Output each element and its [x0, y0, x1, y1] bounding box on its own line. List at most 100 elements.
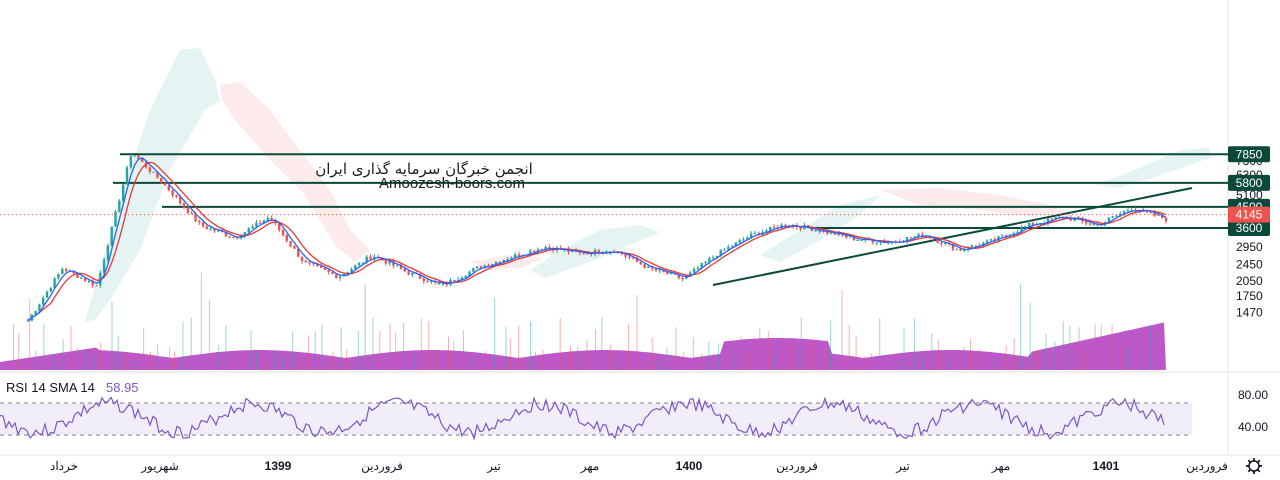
candle-body	[300, 256, 304, 262]
candle-body	[396, 265, 399, 267]
candle-body	[609, 251, 612, 253]
price-pane	[0, 0, 1228, 372]
candle-body	[784, 224, 787, 226]
candle-body	[102, 259, 106, 273]
candle-body	[76, 273, 79, 278]
candle-body	[418, 274, 422, 279]
last-price-label: 4145	[1236, 208, 1263, 222]
candle-body	[769, 226, 772, 231]
candle-body	[1027, 223, 1031, 227]
candle-body	[152, 171, 155, 173]
time-label: فروردین	[361, 459, 403, 473]
price-tick: 1750	[1236, 289, 1263, 303]
candle-body	[327, 269, 330, 272]
candle-body	[506, 259, 509, 261]
trendline	[712, 187, 1193, 286]
candle-body	[255, 222, 258, 227]
time-axis: خرداد شهریور 1399 فروردین تیر مهر 1400 فروردین ت…	[50, 459, 1228, 473]
candle-body	[308, 262, 311, 264]
rsi-pane: RSI 14 SMA 14 58.95 80.00 40.00	[0, 380, 1268, 441]
candle-body	[297, 248, 300, 257]
candle-body	[1050, 218, 1053, 220]
time-label: مهر	[580, 459, 600, 473]
candle-body	[1092, 224, 1095, 226]
candle-body	[403, 268, 406, 272]
candle-body	[190, 213, 193, 215]
candle-body	[224, 232, 228, 237]
candle-body	[1107, 217, 1111, 222]
candle-body	[514, 254, 517, 258]
candle-body	[1058, 216, 1061, 218]
candle-body	[742, 239, 745, 241]
candle-body	[118, 200, 121, 212]
candle-body	[285, 235, 288, 241]
candle-body	[871, 240, 875, 243]
time-label: 1400	[676, 459, 703, 473]
candle-body	[993, 239, 996, 241]
candle-body	[719, 249, 722, 257]
candle-body	[179, 196, 182, 204]
candle-body	[346, 272, 349, 274]
candle-body	[985, 240, 989, 243]
candle-body	[95, 285, 98, 287]
candle-body	[365, 256, 368, 263]
candle-body	[259, 222, 262, 224]
candle-body	[628, 256, 631, 258]
candle-body	[845, 235, 848, 238]
candle-body	[357, 262, 361, 266]
candle-body	[167, 185, 170, 191]
candle-body	[833, 231, 837, 235]
candle-body	[110, 226, 113, 246]
candle-body	[45, 291, 49, 298]
rsi-level-upper: 80.00	[1238, 388, 1268, 402]
price-tick: 2950	[1236, 240, 1263, 254]
candle-body	[711, 257, 715, 259]
watermark-persian: انجمن خبرگان سرمایه گذاری ایران	[315, 160, 533, 178]
rsi-value: 58.95	[106, 380, 139, 395]
candle-body	[799, 226, 802, 229]
candle-body	[730, 246, 734, 248]
candle-body	[350, 269, 353, 273]
candle-body	[632, 257, 635, 259]
candle-body	[293, 246, 296, 249]
moving-average-blue	[27, 157, 1167, 322]
level-tag	[1228, 174, 1270, 191]
candle-body	[228, 236, 231, 238]
candle-body	[194, 213, 197, 221]
candle-body	[647, 266, 650, 268]
settings-button[interactable]	[1246, 458, 1262, 474]
candle-body	[1046, 218, 1050, 223]
candle-body	[715, 256, 719, 258]
last-price-tag	[1228, 206, 1270, 223]
candle-body	[1157, 215, 1160, 216]
candle-body	[1020, 227, 1023, 232]
candle-body	[848, 236, 852, 238]
candle-body	[38, 304, 41, 311]
candle-body	[312, 263, 315, 265]
candle-body	[34, 310, 37, 315]
candle-body	[323, 267, 327, 270]
candle-body	[875, 242, 878, 244]
rsi-level-lower: 40.00	[1238, 420, 1268, 434]
rsi-band	[0, 403, 1192, 435]
candle-body	[970, 245, 974, 249]
candle-body	[734, 242, 738, 247]
rsi-line	[0, 396, 1165, 441]
price-tick: 2450	[1236, 257, 1263, 271]
candle-body	[213, 228, 216, 231]
candle-body	[1069, 217, 1072, 221]
candle-body	[83, 277, 87, 282]
candle-body	[1122, 211, 1126, 214]
candle-body	[932, 238, 935, 240]
candle-body	[270, 217, 273, 220]
candle-body	[582, 252, 585, 255]
level-tags: 78505800450036004145	[1228, 146, 1270, 236]
candle-body	[266, 217, 269, 221]
candle-body	[1130, 210, 1133, 211]
candle-body	[681, 278, 684, 279]
candle-body	[852, 236, 856, 241]
candle-body	[860, 240, 863, 241]
candle-body	[529, 250, 532, 255]
level-tag	[1228, 220, 1270, 236]
